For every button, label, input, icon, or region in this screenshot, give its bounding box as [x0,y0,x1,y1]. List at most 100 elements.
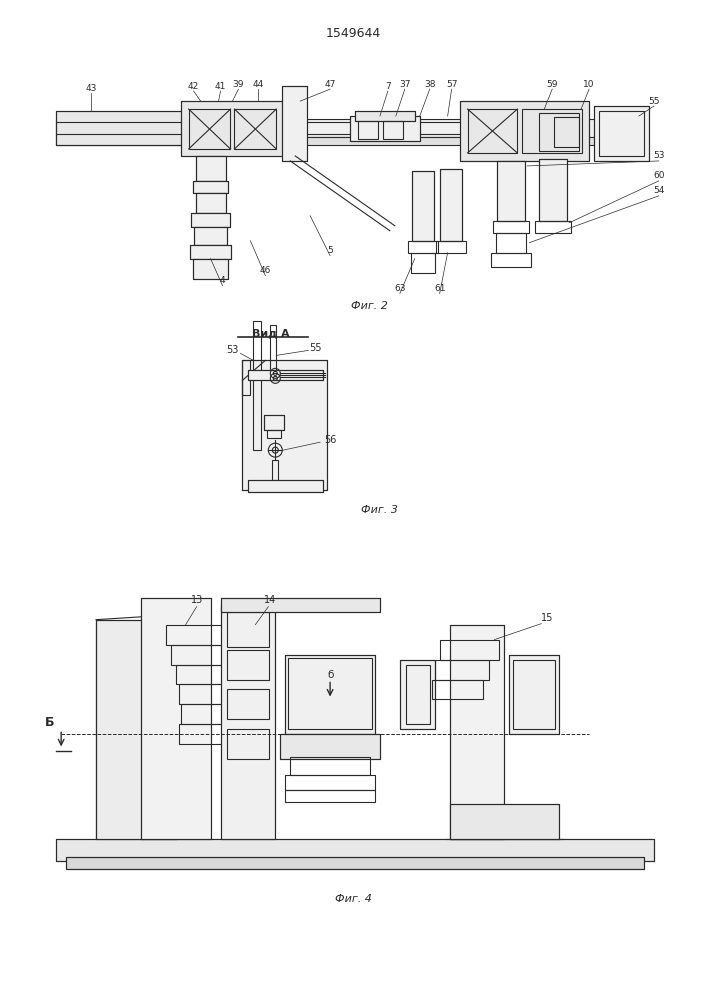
Text: 53: 53 [226,345,239,355]
Bar [509,655,559,734]
Bar [272,460,279,480]
Bar [408,241,438,253]
Bar [355,111,415,121]
Bar [436,241,465,253]
Bar [280,734,380,759]
Bar [96,620,176,839]
Text: Фиг. 2: Фиг. 2 [351,301,388,311]
Bar [282,86,307,161]
Bar [498,161,525,221]
Bar [554,117,579,147]
Bar [235,109,276,149]
Bar [189,245,231,259]
Bar [285,790,375,802]
Text: 46: 46 [259,266,271,275]
Bar [264,415,284,430]
Text: 61: 61 [434,284,445,293]
Bar [141,598,211,839]
Bar [493,221,530,233]
Bar [400,660,435,729]
Bar [248,370,323,380]
Bar [539,159,567,221]
Text: 47: 47 [325,80,336,89]
Bar [358,121,378,139]
Bar [194,227,228,245]
Text: 10: 10 [583,80,595,89]
Text: б: б [327,670,333,680]
Bar [400,660,435,729]
Bar [221,605,275,839]
Bar [170,645,230,665]
Bar [191,213,230,227]
Bar [435,660,489,680]
Text: 39: 39 [233,80,244,89]
Bar [179,724,228,744]
Bar [179,684,228,704]
Bar [248,480,323,492]
Bar [66,857,644,869]
Bar [196,156,226,181]
Bar [460,101,589,161]
Bar [539,159,567,221]
Bar [496,233,526,253]
Bar [248,370,323,380]
Text: 14: 14 [264,595,276,605]
Bar [56,119,644,137]
Bar [226,729,269,759]
Bar [491,253,531,267]
Text: 15: 15 [541,613,554,623]
Text: Фиг. 3: Фиг. 3 [361,505,398,515]
Bar [221,605,275,839]
Bar [194,227,228,245]
Bar [192,259,228,279]
Bar [535,221,571,233]
Bar [181,101,285,156]
Bar [285,655,375,734]
Bar [56,839,654,861]
Text: 44: 44 [252,80,264,89]
Bar [599,111,644,156]
Bar [56,839,654,861]
Bar [270,325,276,380]
Bar [406,665,430,724]
Bar [450,804,559,839]
Text: 56: 56 [324,435,337,445]
Text: 57: 57 [446,80,457,89]
Bar [355,111,415,121]
Bar [285,775,375,790]
Bar [191,213,230,227]
Bar [440,640,499,660]
Text: 42: 42 [188,82,199,91]
Bar [432,680,484,699]
Bar [411,253,435,273]
Bar [176,665,230,684]
Bar [181,704,228,724]
Bar [411,171,433,241]
Bar [221,598,380,612]
Bar [243,360,327,490]
Bar [226,650,269,680]
Bar [440,169,462,241]
Bar [467,109,518,153]
Bar [350,116,420,141]
Bar [56,111,186,145]
Bar [141,598,211,839]
Text: 13: 13 [190,595,203,605]
Bar [66,857,644,869]
Bar [440,169,462,241]
Bar [288,658,372,729]
Bar [267,430,281,438]
Text: 59: 59 [547,80,558,89]
Text: 1549644: 1549644 [325,27,380,40]
Bar [383,121,403,139]
Text: Вид A: Вид A [252,328,289,338]
Bar [243,360,250,395]
Text: 55: 55 [309,343,322,353]
Text: 41: 41 [215,82,226,91]
Bar [248,480,323,492]
Bar [539,113,579,151]
Bar [181,101,285,156]
Text: 53: 53 [653,151,665,160]
Bar [280,734,380,759]
Bar [243,360,327,490]
